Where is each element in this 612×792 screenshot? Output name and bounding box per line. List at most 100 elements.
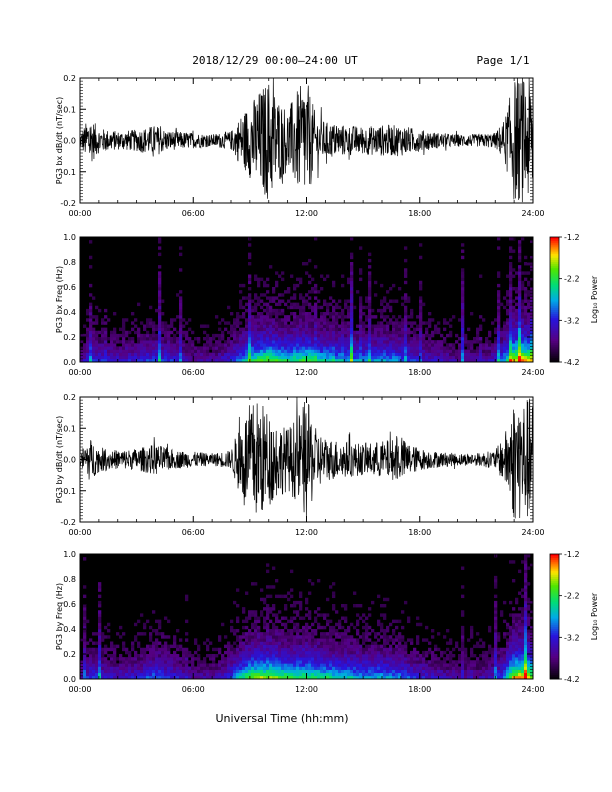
spectrogram-cell: [101, 327, 105, 332]
spectrogram-cell: [275, 594, 279, 599]
spectrogram-cell: [479, 324, 483, 328]
spectrogram-cell: [284, 675, 288, 680]
spectrogram-cell: [350, 666, 354, 670]
spectrogram-cell: [287, 318, 291, 322]
spectrogram-cell: [392, 321, 396, 325]
spectrogram-cell: [482, 355, 486, 360]
spectrogram-cell: [434, 666, 438, 670]
spectrogram-cell: [254, 352, 258, 357]
spectrogram-cell: [419, 358, 423, 363]
spectrogram-cell: [497, 650, 501, 655]
spectrogram-cell: [332, 327, 336, 332]
spectrogram-cell: [263, 654, 267, 658]
spectrogram-cell: [344, 349, 348, 353]
spectrogram-cell: [428, 312, 432, 316]
spectrogram-cell: [404, 358, 408, 363]
spectrogram-cell: [497, 246, 501, 250]
spectrogram-cell: [239, 337, 243, 341]
spectrogram-cell: [476, 675, 480, 680]
spectrogram-cell: [92, 650, 96, 655]
spectrogram-cell: [464, 672, 468, 677]
spectrogram-cell: [155, 650, 159, 655]
spectrogram-cell: [290, 302, 294, 307]
spectrogram-cell: [221, 343, 225, 347]
spectrogram-cell: [398, 660, 402, 664]
spectrogram-cell: [254, 660, 258, 664]
spectrogram-cell: [461, 330, 465, 335]
spectrogram-cell: [344, 641, 348, 645]
spectrogram-cell: [272, 346, 276, 350]
spectrogram-cell: [383, 333, 387, 338]
spectrogram-cell: [440, 669, 444, 674]
spectrogram-cell: [392, 337, 396, 341]
spectrogram-cell: [380, 321, 384, 325]
spectrogram-cell: [248, 657, 252, 661]
spectrogram-cell: [197, 647, 201, 652]
spectrogram-cell: [371, 349, 375, 353]
spectrogram-cell: [434, 330, 438, 335]
spectrogram-cell: [335, 355, 339, 360]
spectrogram-cell: [383, 635, 387, 639]
spectrogram-cell: [332, 647, 336, 652]
spectrogram-cell: [218, 666, 222, 670]
spectrogram-cell: [281, 337, 285, 341]
spectrogram-cell: [89, 352, 93, 357]
spectrogram-cell: [299, 591, 303, 595]
spectrogram-cell: [263, 675, 267, 680]
spectrogram-cell: [332, 318, 336, 322]
spectrogram-cell: [443, 650, 447, 655]
spectrogram-cell: [101, 650, 105, 655]
spectrogram-cell: [86, 343, 90, 347]
spectrogram-cell: [407, 666, 411, 670]
spectrogram-cell: [299, 343, 303, 347]
spectrogram-cell: [302, 660, 306, 664]
spectrogram-cell: [446, 666, 450, 670]
spectrogram-cell: [377, 349, 381, 353]
spectrogram-cell: [260, 349, 264, 353]
spectrogram-cell: [203, 358, 207, 363]
spectrogram-cell: [98, 629, 102, 633]
spectrogram-cell: [326, 343, 330, 347]
spectrogram-cell: [236, 337, 240, 341]
spectrogram-cell: [149, 650, 153, 655]
spectrogram-cell: [254, 663, 258, 667]
spectrogram-cell: [299, 644, 303, 649]
spectrogram-cell: [257, 327, 261, 332]
spectrogram-cell: [260, 318, 264, 322]
spectrogram-cell: [239, 346, 243, 350]
spectrogram-cell: [374, 315, 378, 319]
spectrogram-cell: [185, 647, 189, 652]
spectrogram-cell: [434, 355, 438, 360]
spectrogram-cell: [101, 346, 105, 350]
spectrogram-cell: [92, 355, 96, 360]
spectrogram-cell: [443, 352, 447, 357]
spectrogram-cell: [260, 672, 264, 677]
spectrogram-cell: [518, 654, 522, 658]
spectrogram-cell: [362, 312, 366, 316]
spectrogram-cell: [347, 352, 351, 357]
spectrogram-cell: [359, 302, 363, 307]
spectrogram-cell: [197, 358, 201, 363]
spectrogram-cell: [413, 666, 417, 670]
spectrogram-cell: [512, 660, 516, 664]
spectrogram-cell: [98, 663, 102, 667]
spectrogram-cell: [137, 358, 141, 363]
spectrogram-cell: [374, 330, 378, 335]
spectrogram-cell: [335, 672, 339, 677]
spectrogram-cell: [140, 358, 144, 363]
spectrogram-cell: [89, 672, 93, 677]
y-tick-label: -0.1: [60, 487, 76, 496]
spectrogram-cell: [434, 663, 438, 667]
spectrogram-cell: [491, 321, 495, 325]
spectrogram-cell: [263, 340, 267, 344]
spectrogram-cell: [446, 663, 450, 667]
spectrogram-cell: [164, 349, 168, 353]
spectrogram-cell: [404, 324, 408, 328]
spectrogram-cell: [326, 302, 330, 307]
spectrogram-cell: [443, 672, 447, 677]
spectrogram-cell: [254, 613, 258, 617]
spectrogram-cell: [158, 663, 162, 667]
spectrogram-cell: [263, 600, 267, 605]
spectrogram-cell: [446, 358, 450, 363]
spectrogram-cell: [278, 299, 282, 303]
